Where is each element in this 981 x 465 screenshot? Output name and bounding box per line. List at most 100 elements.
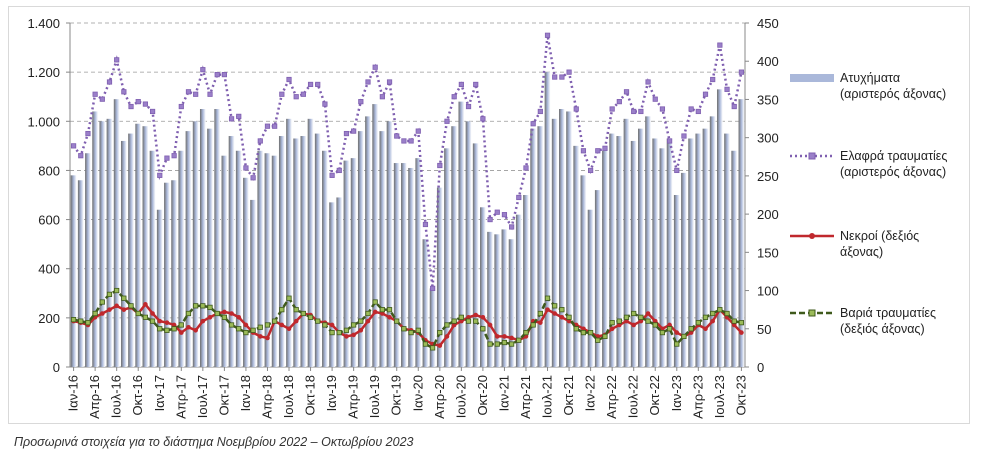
- point: [178, 103, 184, 110]
- y-tick-label: 200: [38, 311, 60, 326]
- point: [573, 326, 579, 332]
- bar: [508, 239, 515, 367]
- x-tick-label: Απρ-19: [346, 375, 361, 419]
- point: [437, 329, 443, 336]
- x-tick-label: Απρ-18: [259, 375, 274, 419]
- point: [78, 153, 84, 159]
- point: [731, 322, 737, 328]
- y-tick-label: 0: [53, 360, 60, 375]
- point: [738, 69, 745, 75]
- point: [272, 123, 278, 129]
- point: [408, 138, 414, 144]
- point: [243, 322, 249, 328]
- point: [372, 64, 378, 70]
- point: [739, 330, 744, 335]
- bar: [551, 118, 558, 367]
- bar: [630, 140, 637, 367]
- point: [185, 310, 192, 317]
- point: [329, 322, 335, 328]
- point: [279, 322, 285, 328]
- point: [552, 303, 558, 309]
- bar: [645, 116, 651, 367]
- point: [415, 128, 421, 134]
- point: [200, 67, 206, 73]
- point: [164, 320, 170, 325]
- x-tick-label: Απρ-21: [518, 375, 533, 419]
- bar: [221, 155, 228, 367]
- bar: [372, 104, 379, 367]
- point: [444, 322, 450, 328]
- point: [501, 212, 508, 218]
- point: [100, 311, 105, 316]
- y-tick-label: 1.000: [27, 114, 60, 129]
- legend-icon: [790, 152, 834, 160]
- point: [135, 99, 141, 105]
- y-tick-label: 1.400: [27, 16, 60, 31]
- point: [602, 145, 608, 151]
- point: [609, 326, 615, 332]
- legend-item: Βαριά τραυματίες (δεξιός άξονας): [790, 305, 950, 337]
- series-line: [72, 35, 743, 289]
- point: [185, 89, 192, 95]
- x-tick-label: Ιαν-21: [496, 375, 511, 411]
- point: [228, 116, 235, 122]
- bar: [120, 140, 127, 367]
- point: [422, 341, 429, 347]
- point: [738, 320, 745, 326]
- point: [300, 310, 306, 317]
- bar: [343, 160, 350, 367]
- bar: [401, 163, 407, 367]
- point: [193, 303, 199, 309]
- y2-tick-label: 150: [757, 245, 779, 260]
- bar: [357, 131, 364, 367]
- point: [408, 329, 414, 336]
- y2-tick-label: 450: [757, 16, 779, 31]
- point: [107, 307, 112, 312]
- point: [480, 315, 486, 320]
- point: [250, 327, 256, 333]
- point: [437, 343, 443, 348]
- point: [221, 314, 227, 320]
- y-tick-label: 1.200: [27, 65, 60, 80]
- point: [731, 318, 737, 324]
- bar: [207, 128, 213, 367]
- x-tick-label: Ιουλ-16: [109, 375, 124, 418]
- legend-item: Ελαφρά τραυματίες (αριστερός άξονας): [790, 148, 950, 180]
- point: [142, 101, 148, 107]
- point: [121, 307, 127, 312]
- point: [279, 307, 285, 313]
- bar: [250, 199, 256, 367]
- bar: [322, 150, 328, 367]
- point: [365, 318, 371, 324]
- bar: [716, 89, 723, 367]
- point: [609, 106, 615, 112]
- point: [336, 167, 342, 174]
- point: [243, 165, 249, 171]
- point: [214, 72, 220, 78]
- point: [645, 318, 651, 324]
- point: [171, 326, 177, 332]
- bar: [314, 133, 321, 367]
- bar: [436, 187, 443, 367]
- point: [229, 311, 234, 316]
- x-tick-label: Ιαν-23: [669, 375, 684, 411]
- bar: [659, 148, 666, 367]
- point: [114, 303, 119, 309]
- x-tick-label: Ιουλ-17: [195, 375, 210, 418]
- bar: [451, 126, 458, 367]
- bar: [681, 172, 687, 367]
- bar: [688, 138, 695, 367]
- bar: [652, 138, 659, 367]
- point: [509, 335, 514, 341]
- x-tick-label: Ιαν-22: [583, 375, 598, 411]
- point: [617, 322, 622, 328]
- point: [193, 328, 198, 333]
- point: [559, 315, 565, 320]
- bar: [128, 133, 134, 367]
- point: [710, 310, 716, 317]
- point: [731, 103, 737, 110]
- point: [566, 314, 572, 320]
- bar: [185, 131, 192, 367]
- point: [638, 318, 644, 324]
